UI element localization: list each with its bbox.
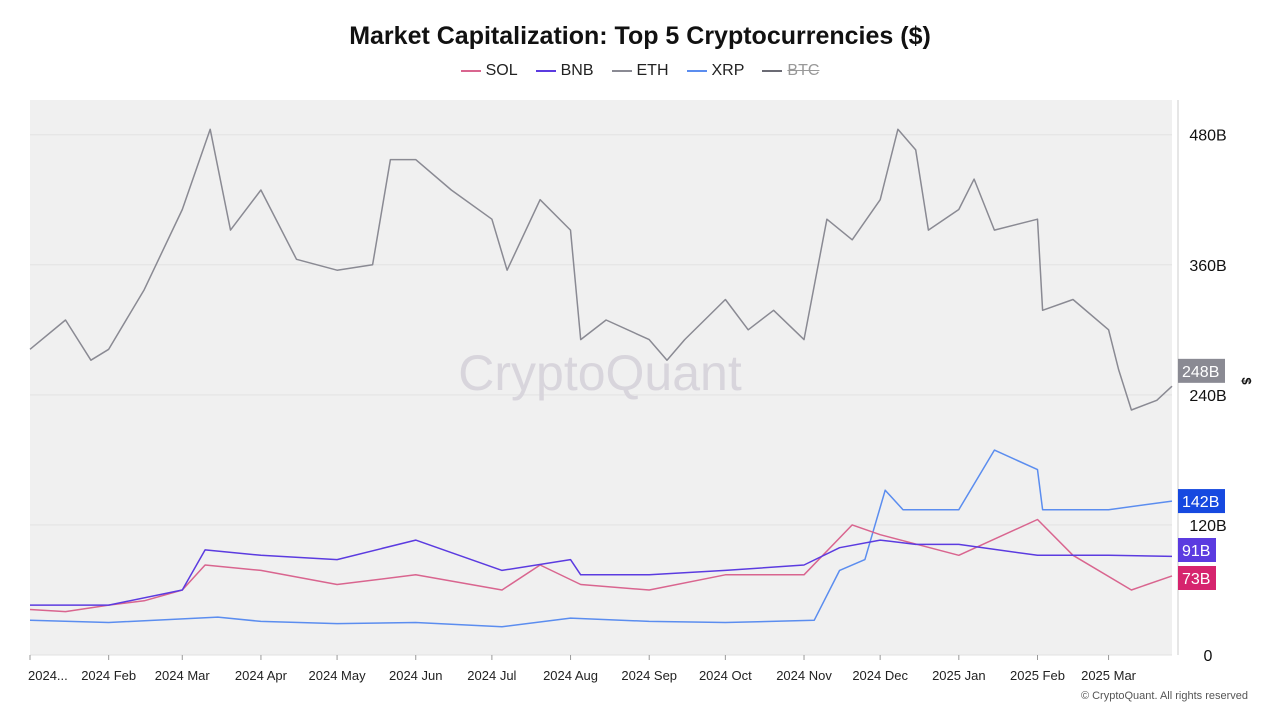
last-value-text: 91B — [1182, 543, 1210, 560]
last-value-badge — [1178, 358, 1225, 383]
legend: SOL BNB ETH XRP BTC — [0, 62, 1280, 80]
last-value-badge — [1178, 538, 1216, 562]
x-tick-label: 2024... — [28, 668, 68, 683]
legend-label: BTC — [787, 62, 820, 79]
y-tick-label: 480B — [1189, 128, 1226, 145]
chart-title: Market Capitalization: Top 5 Cryptocurre… — [349, 22, 931, 50]
y-tick-label: 0 — [1204, 648, 1213, 665]
legend-item-eth[interactable]: ETH — [611, 62, 669, 80]
watermark: CryptoQuant — [458, 345, 742, 401]
last-value-label-eth: 248B — [1178, 358, 1225, 383]
series-line-xrp — [29, 449, 1173, 628]
x-tick-label: 2024 Mar — [155, 668, 211, 683]
copyright-footer: © CryptoQuant. All rights reserved — [1080, 690, 1248, 702]
x-tick-label: 2024 Apr — [235, 668, 288, 683]
legend-label: BNB — [560, 62, 594, 79]
legend-swatch — [762, 70, 783, 72]
legend-item-bnb[interactable]: BNB — [535, 62, 594, 80]
legend-swatch — [611, 70, 632, 72]
legend-item-sol[interactable]: SOL — [460, 62, 518, 80]
y-axis-unit-label: $ — [1239, 377, 1254, 385]
legend-item-xrp[interactable]: XRP — [686, 62, 745, 80]
last-value-text: 142B — [1182, 494, 1219, 511]
last-value-badge — [1178, 489, 1225, 514]
x-tick-label: 2024 Oct — [699, 668, 752, 683]
x-tick-label: 2025 Feb — [1010, 668, 1065, 683]
legend-label: ETH — [636, 62, 669, 79]
series-line-eth — [29, 128, 1173, 411]
last-value-label-sol: 73B — [1178, 566, 1216, 590]
x-tick-label: 2024 Sep — [621, 668, 677, 683]
legend-label: SOL — [485, 62, 518, 79]
last-value-text: 73B — [1182, 571, 1210, 588]
legend-swatch — [535, 70, 556, 72]
series-line-bnb — [30, 539, 1173, 606]
x-tick-label: 2024 May — [309, 668, 367, 683]
x-tick-label: 2024 Aug — [543, 668, 598, 683]
x-tick-label: 2024 Dec — [852, 668, 908, 683]
last-value-text: 248B — [1182, 364, 1219, 381]
x-tick-label: 2024 Jul — [467, 668, 516, 683]
x-tick-label: 2024 Feb — [81, 668, 136, 683]
x-tick-label: 2024 Nov — [776, 668, 832, 683]
y-tick-label: 240B — [1189, 388, 1226, 405]
last-value-label-bnb: 91B — [1178, 538, 1216, 562]
legend-item-btc[interactable]: BTC — [762, 62, 819, 80]
y-tick-label: 360B — [1189, 258, 1226, 275]
plot-area — [30, 100, 1172, 655]
legend-swatch — [460, 70, 481, 72]
legend-label: XRP — [711, 62, 745, 79]
x-tick-label: 2024 Jun — [389, 668, 443, 683]
last-value-badge — [1178, 566, 1216, 590]
x-tick-label: 2025 Mar — [1081, 668, 1137, 683]
x-tick-label: 2025 Jan — [932, 668, 986, 683]
legend-swatch — [686, 70, 707, 72]
last-value-label-xrp: 142B — [1178, 489, 1225, 514]
y-tick-label: 120B — [1189, 518, 1226, 535]
series-line-sol — [29, 518, 1173, 613]
